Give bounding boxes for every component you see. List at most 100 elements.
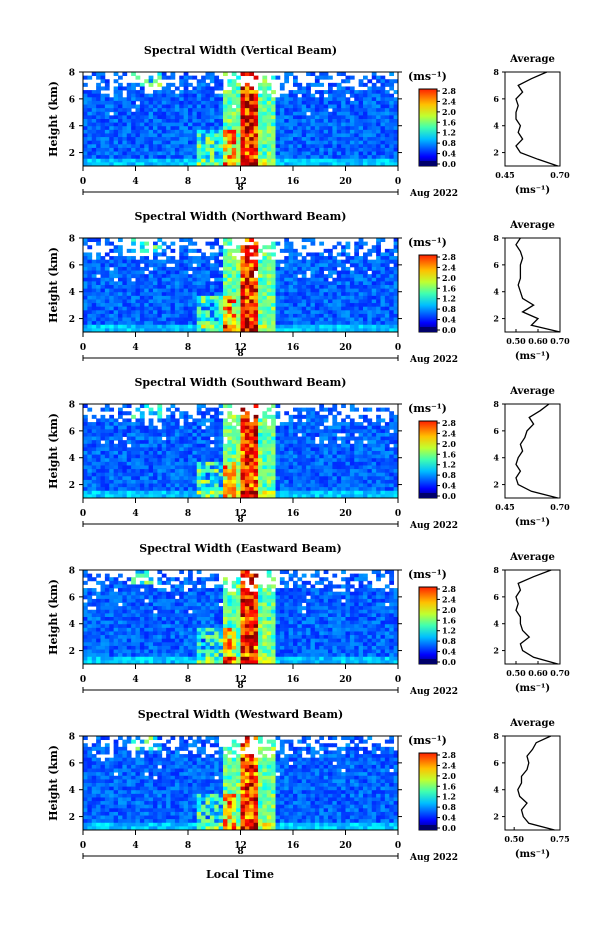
heatmap-cell xyxy=(306,82,311,87)
heatmap-cell xyxy=(393,317,399,322)
heatmap-cell xyxy=(214,147,220,152)
heatmap-cell xyxy=(271,137,276,142)
heatmap-cell xyxy=(144,472,150,477)
heatmap-cell xyxy=(319,476,325,481)
heatmap-cell xyxy=(293,147,298,152)
heatmap-cell xyxy=(297,443,303,448)
heatmap-cell xyxy=(288,256,294,261)
heatmap-cell xyxy=(100,133,106,138)
heatmap-cell xyxy=(157,328,163,333)
heatmap-cell xyxy=(240,155,246,160)
heatmap-cell xyxy=(170,241,176,246)
heatmap-cell xyxy=(135,440,141,445)
heatmap-cell xyxy=(363,418,368,423)
heatmap-cell xyxy=(262,422,268,427)
heatmap-cell xyxy=(179,147,185,152)
heatmap-cell xyxy=(319,115,325,120)
heatmap-cell xyxy=(139,93,145,98)
heatmap-cell xyxy=(345,137,351,142)
heatmap-cell xyxy=(205,277,211,282)
heatmap-cell xyxy=(179,277,185,282)
heatmap-cell xyxy=(249,147,255,152)
heatmap-cell xyxy=(144,281,150,286)
heatmap-cell xyxy=(363,461,368,466)
heatmap-cell xyxy=(174,144,180,149)
heatmap-cell xyxy=(266,313,272,318)
heatmap-cell xyxy=(288,97,294,102)
heatmap-cell xyxy=(161,108,167,113)
heatmap-cell xyxy=(310,274,316,279)
heatmap-cell xyxy=(323,479,329,484)
heatmap-cell xyxy=(319,454,325,459)
heatmap-cell xyxy=(279,122,285,127)
heatmap-cell xyxy=(218,324,224,329)
heatmap-cell xyxy=(323,115,329,120)
heatmap-cell xyxy=(279,82,285,87)
heatmap-cell xyxy=(209,252,215,257)
heatmap-cell xyxy=(201,147,206,152)
heatmap-cell xyxy=(358,241,364,246)
heatmap-cell xyxy=(319,469,325,474)
heatmap-cell xyxy=(258,281,263,286)
heatmap-cell xyxy=(297,97,303,102)
heatmap-cell xyxy=(332,277,338,282)
heatmap-cell xyxy=(218,458,224,463)
heatmap-cell xyxy=(354,126,360,131)
heatmap-cell xyxy=(371,317,377,322)
heatmap-cell xyxy=(236,158,241,163)
heatmap-cell xyxy=(284,292,290,297)
heatmap-cell xyxy=(131,476,136,481)
heatmap-cell xyxy=(96,252,101,257)
heatmap-cell xyxy=(205,147,211,152)
heatmap-cell xyxy=(188,328,193,333)
heatmap-cell xyxy=(218,479,224,484)
heatmap-cell xyxy=(153,79,158,84)
heatmap-cell xyxy=(214,306,220,311)
heatmap-cell xyxy=(253,479,259,484)
heatmap-cell xyxy=(139,147,145,152)
heatmap-cell xyxy=(249,86,255,91)
heatmap-cell xyxy=(306,155,311,160)
heatmap-cell xyxy=(262,310,268,315)
heatmap-cell xyxy=(393,306,399,311)
heatmap-cell xyxy=(214,274,220,279)
heatmap-cell xyxy=(301,407,307,412)
heatmap-cell xyxy=(367,454,373,459)
heatmap-cell xyxy=(266,252,272,257)
heatmap-cell xyxy=(192,122,198,127)
heatmap-cell xyxy=(288,306,294,311)
heatmap-cell xyxy=(83,281,88,286)
heatmap-cell xyxy=(236,248,241,253)
heatmap-cell xyxy=(284,100,290,105)
heatmap-cell xyxy=(384,97,390,102)
heatmap-cell xyxy=(109,313,115,318)
heatmap-cell xyxy=(104,274,110,279)
heatmap-cell xyxy=(249,454,255,459)
heatmap-cell xyxy=(236,422,241,427)
heatmap-cell xyxy=(358,288,364,293)
heatmap-cell xyxy=(389,104,395,109)
heatmap-cell xyxy=(183,263,189,268)
heatmap-cell xyxy=(104,324,110,329)
heatmap-cell xyxy=(104,321,110,326)
heatmap-cell xyxy=(170,436,176,441)
heatmap-cell xyxy=(109,104,115,109)
heatmap-cell xyxy=(188,97,193,102)
heatmap-cell xyxy=(205,295,211,300)
heatmap-cell xyxy=(209,447,215,452)
heatmap-cell xyxy=(367,422,373,427)
heatmap-cell xyxy=(236,82,241,87)
heatmap-cell xyxy=(328,292,333,297)
heatmap-cell xyxy=(100,285,106,290)
heatmap-cell xyxy=(113,119,119,124)
heatmap-cell xyxy=(161,97,167,102)
heatmap-cell xyxy=(126,487,132,492)
heatmap-cell xyxy=(380,429,386,434)
heatmap-cell xyxy=(109,306,115,311)
heatmap-cell xyxy=(297,147,303,152)
heatmap-cell xyxy=(328,299,333,304)
heatmap-cell xyxy=(306,292,311,297)
heatmap-cell xyxy=(196,479,202,484)
heatmap-cell xyxy=(166,111,171,116)
heatmap-cell xyxy=(393,487,399,492)
